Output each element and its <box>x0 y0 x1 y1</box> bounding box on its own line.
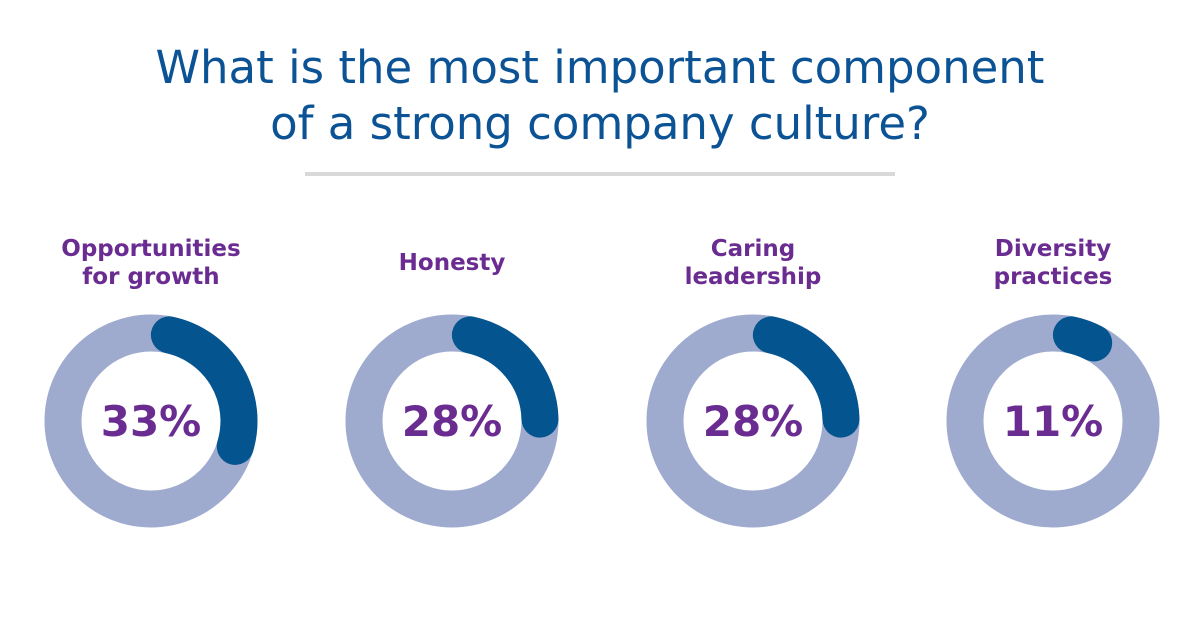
donut-value-label: 33% <box>101 397 202 446</box>
donut-value-arc <box>451 316 559 438</box>
donut-item-0: Opportunities for growth <box>1 228 301 298</box>
donut-item-3: Diversity practices <box>903 228 1200 298</box>
donut-value-label: 11% <box>1003 397 1104 446</box>
donut-label: Honesty <box>398 250 506 276</box>
donut-value-arc <box>150 316 258 465</box>
donut-value-label: 28% <box>703 397 804 446</box>
donut-label: Caring leadership <box>684 236 822 290</box>
title-line-1: What is the most important component <box>155 41 1045 94</box>
donut-value-label: 28% <box>402 397 503 446</box>
chart-title: What is the most important component of … <box>0 40 1200 152</box>
donut-item-1: Honesty <box>302 228 602 298</box>
donut-item-2: Caring leadership <box>603 228 903 298</box>
donut-value-arc <box>752 316 860 438</box>
donut-value-arc <box>1052 316 1113 362</box>
donut-label: Diversity practices <box>993 236 1113 290</box>
donut-label: Opportunities for growth <box>61 236 241 290</box>
title-line-2: of a strong company culture? <box>270 97 930 150</box>
title-divider <box>305 172 895 176</box>
